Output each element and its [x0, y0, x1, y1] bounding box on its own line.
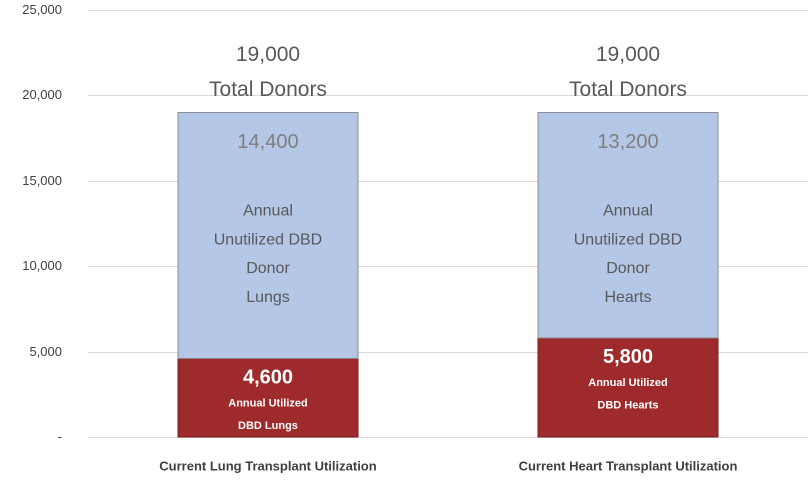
segment-value-label: 13,200	[597, 131, 658, 153]
bar-segment	[537, 337, 719, 438]
segment-text-line: Annual	[243, 203, 293, 220]
y-tick-label: 10,000	[22, 258, 62, 273]
segment-text-line: DBD Hearts	[597, 399, 658, 411]
y-tick-label: 25,000	[22, 2, 62, 17]
segment-text-line: Annual	[603, 203, 653, 220]
segment-text-line: Donor	[246, 260, 290, 277]
total-caption: Total Donors	[209, 78, 327, 101]
segment-text-line: Annual Utilized	[588, 377, 667, 389]
segment-text-line: DBD Lungs	[238, 420, 298, 432]
segment-value-label: 5,800	[603, 346, 653, 368]
y-tick-label: 20,000	[22, 87, 62, 102]
segment-value-label: 4,600	[243, 367, 293, 389]
segment-value-label: 14,400	[237, 131, 298, 153]
bar-segment	[177, 357, 359, 438]
segment-text-line: Annual Utilized	[228, 397, 307, 409]
segment-text-line: Unutilized DBD	[214, 231, 322, 248]
y-tick-label: -	[58, 429, 62, 444]
bar-segment	[177, 111, 359, 359]
y-tick-label: 15,000	[22, 173, 62, 188]
total-caption: Total Donors	[569, 78, 687, 101]
total-value-label: 19,000	[596, 43, 660, 66]
segment-text-line: Donor	[606, 260, 650, 277]
segment-text-line: Unutilized DBD	[574, 231, 682, 248]
segment-text-line: Lungs	[246, 289, 290, 306]
x-category-label: Current Heart Transplant Utilization	[519, 458, 738, 473]
y-tick-label: 5,000	[29, 344, 62, 359]
segment-text-line: Hearts	[604, 289, 651, 306]
total-value-label: 19,000	[236, 43, 300, 66]
bar-segment	[537, 111, 719, 339]
x-category-label: Current Lung Transplant Utilization	[159, 458, 376, 473]
